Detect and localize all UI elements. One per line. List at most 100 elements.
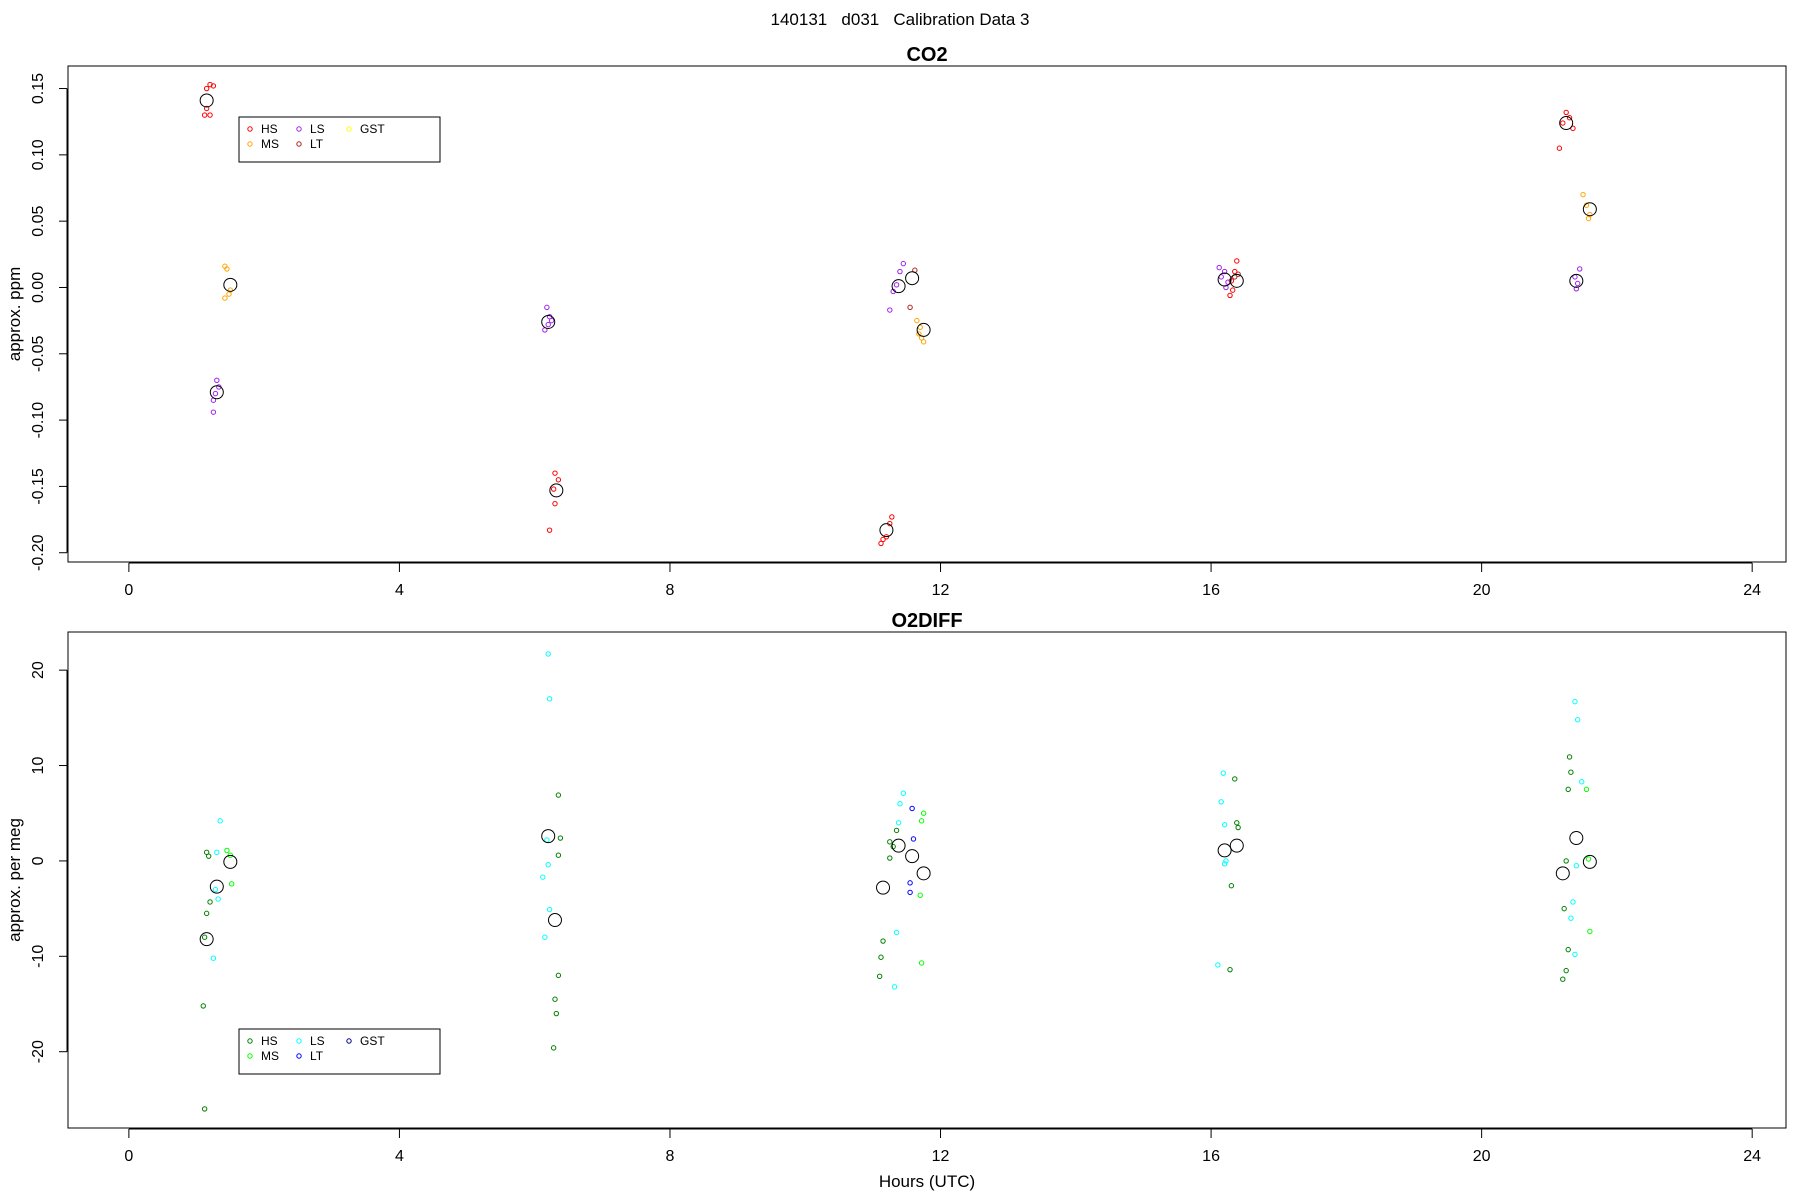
data-point-hs <box>552 470 558 476</box>
data-point-ls <box>1223 858 1229 864</box>
legend-label-lt: LT <box>310 137 324 151</box>
data-point-hs <box>555 477 562 483</box>
mean-marker <box>547 913 562 928</box>
data-point-ms <box>914 317 920 324</box>
legend-label-hs: HS <box>261 1034 278 1048</box>
mean-marker <box>1582 854 1597 869</box>
data-point-ls <box>210 955 217 961</box>
data-point-hs <box>1234 820 1240 826</box>
data-point-hs <box>207 81 213 88</box>
data-point-hs <box>557 835 564 841</box>
data-point-hs <box>887 839 893 845</box>
data-point-hs <box>201 1106 208 1112</box>
data-point-hs <box>1568 769 1574 775</box>
data-point-ms <box>228 881 235 887</box>
mean-marker <box>223 277 238 292</box>
mean-marker <box>1569 273 1584 288</box>
data-point-ls <box>1221 821 1228 828</box>
data-point-ls <box>540 874 546 880</box>
data-point-ls <box>1573 862 1580 869</box>
data-point-ms <box>1585 856 1592 862</box>
data-point-hs <box>550 486 557 492</box>
mean-marker <box>541 829 556 844</box>
data-point-ls <box>1573 286 1580 292</box>
data-point-hs <box>203 105 210 112</box>
data-point-ls <box>900 260 907 267</box>
data-point-ms <box>224 847 230 854</box>
y-tick-label: 20 <box>30 661 47 679</box>
legend-marker-hs <box>247 1038 253 1044</box>
y-tick-label: -0.10 <box>30 402 47 439</box>
data-point-hs <box>889 514 895 520</box>
data-point-hs <box>1566 754 1573 760</box>
data-point-hs <box>1232 776 1238 782</box>
legend-box <box>238 116 441 163</box>
y-tick-label: -10 <box>30 945 47 968</box>
data-point-ls <box>212 886 219 893</box>
data-point-hs <box>1563 858 1569 864</box>
data-point-ls <box>895 820 902 826</box>
plot-frame <box>67 65 1787 563</box>
data-point-hs <box>552 996 558 1002</box>
y-tick-label: 0.00 <box>30 272 47 303</box>
legend-label-gst: GST <box>360 1034 385 1048</box>
data-point-hs <box>207 112 213 118</box>
data-point-hs <box>887 855 893 861</box>
data-point-hs <box>1230 287 1236 293</box>
mean-marker <box>1555 866 1570 881</box>
mean-marker <box>209 385 224 400</box>
legend-label-ms: MS <box>261 137 279 151</box>
data-point-lt <box>907 880 913 886</box>
data-point-ls <box>214 377 220 384</box>
x-tick-label: 12 <box>932 582 950 599</box>
data-point-hs <box>1561 905 1567 912</box>
y-axis-label: approx. per meg <box>5 818 24 942</box>
data-point-hs <box>201 112 208 118</box>
data-point-ls <box>210 409 217 415</box>
legend-marker-hs <box>247 126 253 132</box>
y-tick-label: -0.15 <box>30 468 47 505</box>
mean-marker <box>876 880 891 895</box>
mean-marker <box>1217 272 1232 287</box>
x-tick-label: 0 <box>124 582 133 599</box>
data-point-hs <box>1566 115 1573 121</box>
legend-label-gst: GST <box>360 122 385 136</box>
data-point-ls <box>546 906 553 913</box>
data-point-ms <box>226 291 232 297</box>
data-point-ls <box>545 651 551 657</box>
data-point-ls <box>1221 268 1228 275</box>
x-tick-label: 4 <box>395 582 404 599</box>
data-point-ls <box>212 390 219 397</box>
data-point-hs <box>1560 976 1566 982</box>
mean-marker <box>1559 116 1574 131</box>
data-point-ms <box>916 331 922 337</box>
data-point-hs <box>1232 268 1238 275</box>
figure-title: 140131 d031 Calibration Data 3 <box>770 10 1030 29</box>
data-point-ls <box>1220 770 1226 776</box>
data-point-hs <box>1228 883 1235 889</box>
x-tick-label: 16 <box>1202 582 1220 599</box>
data-point-lt <box>910 836 917 842</box>
y-tick-label: -20 <box>30 1040 47 1063</box>
mean-marker <box>199 93 214 108</box>
legend-marker-ls <box>296 1038 302 1044</box>
y-tick-label: 10 <box>30 757 47 775</box>
y-tick-label: 0 <box>30 856 47 865</box>
y-tick-label: 0.15 <box>30 73 47 104</box>
data-point-hs <box>876 973 883 980</box>
x-tick-label: 20 <box>1473 582 1491 599</box>
mean-marker <box>891 279 906 294</box>
data-point-ms <box>920 339 927 345</box>
data-point-ms <box>1580 191 1586 198</box>
mean-marker <box>1217 843 1232 858</box>
data-point-ls <box>544 304 550 311</box>
data-point-ls <box>893 929 900 936</box>
data-point-hs <box>200 1003 206 1009</box>
legend-marker-lt <box>296 141 302 147</box>
data-point-ls <box>215 896 221 902</box>
data-point-hs <box>210 83 217 89</box>
x-tick-label: 8 <box>666 1148 675 1165</box>
y-axis-label: approx. ppm <box>5 267 24 362</box>
